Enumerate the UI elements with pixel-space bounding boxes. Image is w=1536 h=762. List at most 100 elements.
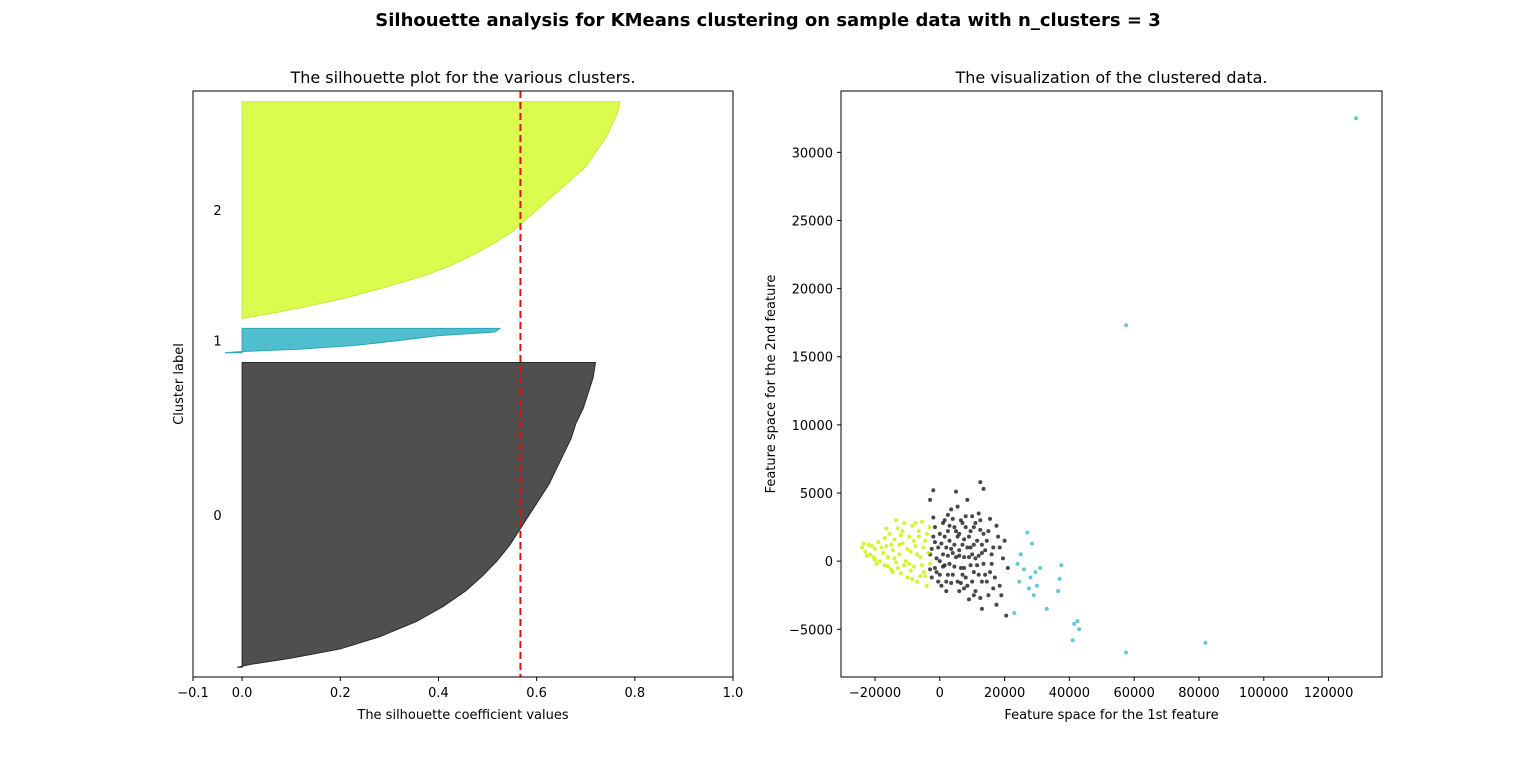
- scatter-point-cluster-0: [978, 480, 983, 485]
- scatter-point-cluster-2: [869, 544, 874, 549]
- scatter-point-cluster-2: [910, 523, 915, 528]
- scatter-point-cluster-0: [966, 534, 971, 539]
- scatter-point-cluster-1: [1203, 640, 1208, 645]
- scatter-point-cluster-2: [911, 564, 916, 569]
- scatter-point-cluster-0: [949, 580, 954, 585]
- scatter-point-cluster-2: [864, 553, 869, 558]
- scatter-point-cluster-2: [863, 549, 868, 554]
- scatter-point-cluster-0: [957, 553, 962, 558]
- scatter-point-cluster-0: [984, 579, 989, 584]
- scatter-point-cluster-0: [975, 538, 980, 543]
- scatter-title: The visualization of the clustered data.: [955, 68, 1268, 87]
- scatter-point-cluster-2: [873, 546, 878, 551]
- scatter-point-cluster-1: [1018, 552, 1023, 557]
- scatter-xtick-label: 80000: [1178, 686, 1219, 701]
- scatter-point-cluster-1: [1077, 627, 1082, 632]
- silhouette-cluster-1: [224, 327, 502, 354]
- scatter-ytick-label: 20000: [792, 283, 833, 298]
- scatter-point-cluster-2: [900, 541, 905, 546]
- scatter-point-cluster-0: [928, 497, 933, 502]
- scatter-point-cluster-0: [989, 552, 994, 557]
- scatter-point-cluster-0: [989, 561, 994, 566]
- scatter-point-cluster-0: [978, 595, 983, 600]
- scatter-point-cluster-0: [973, 521, 978, 526]
- scatter-ytick-label: 30000: [792, 146, 833, 161]
- scatter-point-cluster-2: [860, 545, 865, 550]
- scatter-point-cluster-0: [991, 545, 996, 550]
- scatter-point-cluster-0: [978, 527, 983, 532]
- scatter-point-cluster-0: [947, 561, 952, 566]
- scatter-point-cluster-0: [958, 580, 963, 585]
- scatter-point-cluster-0: [960, 542, 965, 547]
- scatter-point-cluster-2: [900, 529, 905, 534]
- scatter-point-cluster-0: [979, 579, 984, 584]
- scatter-xtick-label: −20000: [849, 686, 901, 701]
- figure-suptitle: Silhouette analysis for KMeans clusterin…: [375, 10, 1161, 31]
- cluster-label-0: 0: [213, 509, 221, 524]
- scatter-point-cluster-0: [979, 550, 984, 555]
- scatter-point-cluster-0: [944, 545, 949, 550]
- scatter-point-cluster-0: [962, 537, 967, 542]
- scatter-point-cluster-0: [962, 555, 967, 560]
- scatter-point-cluster-2: [892, 537, 897, 542]
- scatter-point-cluster-0: [1000, 556, 1005, 561]
- scatter-point-cluster-2: [928, 561, 933, 566]
- scatter-point-cluster-2: [911, 538, 916, 543]
- scatter-ytick-label: 5000: [800, 487, 833, 502]
- scatter-point-cluster-2: [902, 521, 907, 526]
- scatter-point-cluster-2: [913, 544, 918, 549]
- scatter-xlabel: Feature space for the 1st feature: [1004, 708, 1218, 723]
- scatter-point-cluster-0: [986, 529, 991, 534]
- scatter-point-cluster-2: [918, 555, 923, 560]
- silhouette-xtick-label: −0.1: [177, 686, 209, 701]
- scatter-point-cluster-2: [927, 525, 932, 530]
- scatter-point-cluster-2: [923, 574, 928, 579]
- scatter-point-cluster-2: [926, 550, 931, 555]
- scatter-point-cluster-0: [968, 529, 973, 534]
- scatter-point-cluster-2: [876, 540, 881, 545]
- scatter-point-cluster-0: [932, 525, 937, 530]
- scatter-point-cluster-0: [929, 546, 934, 551]
- scatter-point-cluster-1: [1012, 610, 1017, 615]
- scatter-point-cluster-2: [919, 519, 924, 524]
- scatter-point-cluster-0: [976, 511, 981, 516]
- scatter-point-cluster-0: [970, 579, 975, 584]
- scatter-ylabel: Feature space for the 2nd feature: [764, 275, 779, 494]
- scatter-point-cluster-2: [903, 559, 908, 564]
- scatter-point-cluster-1: [1038, 565, 1043, 570]
- scatter-point-cluster-0: [970, 514, 975, 519]
- scatter-point-cluster-0: [945, 529, 950, 534]
- scatter-point-cluster-2: [882, 535, 887, 540]
- scatter-point-cluster-0: [939, 583, 944, 588]
- scatter-point-cluster-0: [936, 579, 941, 584]
- scatter-point-cluster-2: [916, 529, 921, 534]
- scatter-point-cluster-0: [944, 579, 949, 584]
- scatter-point-cluster-0: [931, 534, 936, 539]
- scatter-point-cluster-2: [889, 542, 894, 547]
- scatter-point-cluster-2: [915, 579, 920, 584]
- scatter-ytick-label: 25000: [792, 214, 833, 229]
- scatter-point-cluster-0: [991, 586, 996, 591]
- scatter-point-cluster-0: [929, 575, 934, 580]
- scatter-point-cluster-0: [941, 552, 946, 557]
- scatter-point-cluster-0: [963, 575, 968, 580]
- scatter-point-cluster-0: [981, 486, 986, 491]
- scatter-point-cluster-2: [877, 559, 882, 564]
- scatter-point-cluster-0: [945, 512, 950, 517]
- scatter-point-cluster-2: [905, 575, 910, 580]
- silhouette-ylabel: Cluster label: [172, 343, 187, 425]
- scatter-point-cluster-2: [885, 564, 890, 569]
- scatter-point-cluster-0: [934, 570, 939, 575]
- scatter-point-cluster-2: [913, 521, 918, 526]
- scatter-point-cluster-2: [873, 557, 878, 562]
- scatter-point-cluster-0: [992, 575, 997, 580]
- scatter-point-cluster-0: [928, 567, 933, 572]
- scatter-point-cluster-0: [957, 589, 962, 594]
- scatter-point-cluster-0: [931, 488, 936, 493]
- scatter-point-cluster-0: [986, 593, 991, 598]
- scatter-point-cluster-0: [1004, 613, 1009, 618]
- scatter-point-cluster-2: [923, 538, 928, 543]
- scatter-point-cluster-0: [976, 572, 981, 577]
- scatter-point-cluster-0: [949, 507, 954, 512]
